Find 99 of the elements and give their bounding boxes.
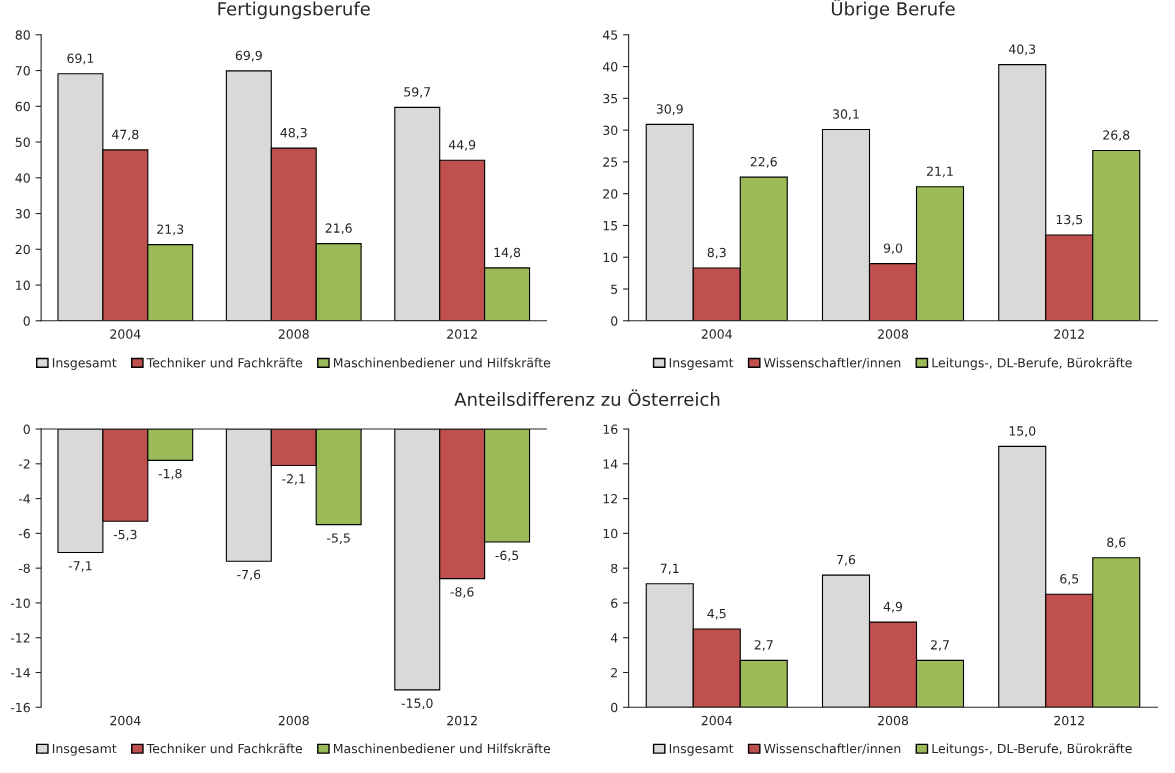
y-tick-label: 0 <box>611 316 618 326</box>
data-label: 26,8 <box>1103 130 1130 141</box>
legend-label: Insgesamt <box>52 358 117 370</box>
y-tick-label: 60 <box>15 101 30 112</box>
y-tick-label: 70 <box>15 66 30 76</box>
data-label: 47,8 <box>112 129 139 141</box>
data-label: -7,1 <box>68 561 92 572</box>
data-label: -2,1 <box>282 474 305 485</box>
y-tick-label: -2 <box>18 459 30 469</box>
y-tick-label: -12 <box>10 633 30 643</box>
legend-label: Leitungs-, DL-Berufe, Bürokräfte <box>932 357 1132 370</box>
y-tick-label: 16 <box>603 424 618 434</box>
y-tick-label: 15 <box>603 221 618 231</box>
data-label: -15,0 <box>401 698 433 710</box>
y-tick-label: 10 <box>16 280 30 290</box>
data-label: 9,0 <box>883 243 903 255</box>
y-tick-label: 6 <box>611 598 618 608</box>
data-label: 40,3 <box>1008 44 1036 56</box>
data-label: 21,6 <box>325 223 352 235</box>
y-tick-label: 20 <box>603 189 618 199</box>
data-label: 13,5 <box>1056 214 1083 226</box>
y-tick-label: 25 <box>603 157 618 167</box>
legend-label: Insgesamt <box>669 743 734 756</box>
y-tick-label: 20 <box>15 244 30 255</box>
data-label: -5,5 <box>327 533 350 544</box>
x-tick-label: 2004 <box>701 715 732 726</box>
data-label: -8,6 <box>450 587 474 598</box>
data-label: 4,9 <box>883 601 903 613</box>
x-tick-label: 2008 <box>278 329 309 339</box>
y-tick-label: -16 <box>10 702 30 713</box>
y-tick-label: 45 <box>602 30 618 40</box>
text: Anteilsdifferenz zu Österreich <box>454 389 720 407</box>
data-label: -6,5 <box>495 550 519 562</box>
y-tick-label: 0 <box>23 316 30 326</box>
y-tick-label: -8 <box>18 563 30 574</box>
data-label: 21,3 <box>157 224 184 236</box>
legend-label: Insgesamt <box>669 358 734 370</box>
x-tick-label: 2012 <box>1054 715 1084 726</box>
x-tick-label: 2004 <box>110 329 141 339</box>
legend-label: Techniker und Fachkräfte <box>146 357 303 368</box>
data-label: -7,6 <box>237 569 261 581</box>
y-tick-label: 10 <box>603 528 618 539</box>
y-tick-label: 14 <box>603 459 618 469</box>
y-tick-label: -6 <box>18 528 30 539</box>
data-label: 69,9 <box>235 50 262 62</box>
y-tick-label: 12 <box>603 494 617 504</box>
data-label: 48,3 <box>280 127 307 139</box>
data-label: -1,8 <box>158 468 182 480</box>
data-label: 4,5 <box>707 608 726 620</box>
data-label: 44,9 <box>448 140 476 151</box>
y-tick-label: -10 <box>10 598 30 608</box>
y-tick-label: 50 <box>15 137 30 147</box>
data-label: -5,3 <box>113 529 137 541</box>
data-label: 2,7 <box>930 640 949 651</box>
y-tick-label: 30 <box>603 125 618 136</box>
y-tick-label: 10 <box>603 252 618 263</box>
y-tick-label: 2 <box>611 667 617 678</box>
legend-label: Techniker und Fachkräfte <box>146 743 303 754</box>
data-label: 59,7 <box>404 87 431 98</box>
data-label: 30,9 <box>656 104 683 115</box>
y-tick-label: -14 <box>10 668 31 678</box>
y-tick-label: 35 <box>603 93 618 104</box>
data-label: 8,3 <box>707 247 726 259</box>
data-label: 8,6 <box>1107 537 1126 549</box>
data-label: 14,8 <box>494 247 521 259</box>
x-tick-label: 2004 <box>110 715 141 726</box>
y-tick-label: -4 <box>18 494 31 504</box>
data-label: 2,7 <box>754 640 773 651</box>
data-label: 22,6 <box>750 156 777 168</box>
legend-label: Insgesamt <box>52 743 117 756</box>
y-tick-label: 80 <box>15 30 30 40</box>
y-tick-label: 5 <box>611 284 618 294</box>
y-tick-label: 40 <box>602 62 618 72</box>
legend-label: Maschinenbediener und Hilfskräfte <box>333 743 551 754</box>
y-tick-label: 0 <box>23 424 30 434</box>
x-tick-label: 2004 <box>701 329 732 339</box>
x-tick-label: 2008 <box>278 715 309 726</box>
data-label: 21,1 <box>927 166 953 178</box>
data-label: 7,1 <box>660 563 679 575</box>
x-tick-label: 2012 <box>447 329 477 339</box>
data-label: 15,0 <box>1009 426 1036 437</box>
chart-title: Fertigungsberufe <box>218 1 370 20</box>
x-tick-label: 2008 <box>878 329 909 339</box>
x-tick-label: 2012 <box>1054 329 1084 339</box>
y-tick-label: 30 <box>15 209 30 219</box>
legend-label: Wissenschaftler/innen <box>763 743 901 755</box>
data-label: 6,5 <box>1060 574 1079 585</box>
y-tick-label: 40 <box>15 173 30 183</box>
data-label: 69,1 <box>67 53 94 65</box>
x-tick-label: 2012 <box>447 715 477 726</box>
y-tick-label: 0 <box>611 702 618 713</box>
data-label: 7,6 <box>837 554 856 566</box>
x-tick-label: 2008 <box>878 715 909 726</box>
legend-label: Leitungs-, DL-Berufe, Bürokräfte <box>932 743 1132 756</box>
legend-label: Wissenschaftler/innen <box>763 357 901 369</box>
y-tick-label: 4 <box>610 633 618 643</box>
data-label: 30,1 <box>833 109 859 121</box>
legend-label: Maschinenbediener und Hilfskräfte <box>333 357 551 368</box>
y-tick-label: 8 <box>611 563 618 574</box>
